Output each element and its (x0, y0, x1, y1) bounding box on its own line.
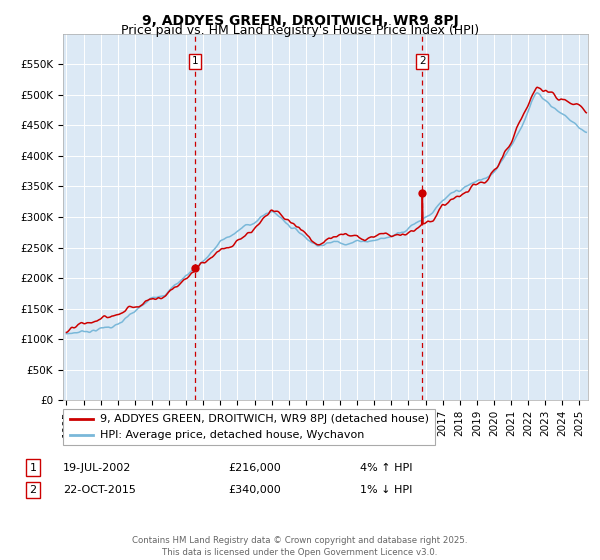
FancyBboxPatch shape (63, 409, 435, 445)
Text: £340,000: £340,000 (228, 485, 281, 495)
Text: 22-OCT-2015: 22-OCT-2015 (63, 485, 136, 495)
Text: 4% ↑ HPI: 4% ↑ HPI (360, 463, 413, 473)
Text: 9, ADDYES GREEN, DROITWICH, WR9 8PJ: 9, ADDYES GREEN, DROITWICH, WR9 8PJ (142, 14, 458, 28)
Text: 1% ↓ HPI: 1% ↓ HPI (360, 485, 412, 495)
Text: Price paid vs. HM Land Registry's House Price Index (HPI): Price paid vs. HM Land Registry's House … (121, 24, 479, 37)
Text: 9, ADDYES GREEN, DROITWICH, WR9 8PJ (detached house): 9, ADDYES GREEN, DROITWICH, WR9 8PJ (det… (100, 414, 429, 423)
Text: £216,000: £216,000 (228, 463, 281, 473)
Text: 2: 2 (419, 56, 425, 66)
Text: HPI: Average price, detached house, Wychavon: HPI: Average price, detached house, Wych… (100, 431, 365, 440)
Text: 1: 1 (192, 56, 199, 66)
Text: 1: 1 (29, 463, 37, 473)
Text: 2: 2 (29, 485, 37, 495)
Text: 19-JUL-2002: 19-JUL-2002 (63, 463, 131, 473)
Text: Contains HM Land Registry data © Crown copyright and database right 2025.
This d: Contains HM Land Registry data © Crown c… (132, 536, 468, 557)
